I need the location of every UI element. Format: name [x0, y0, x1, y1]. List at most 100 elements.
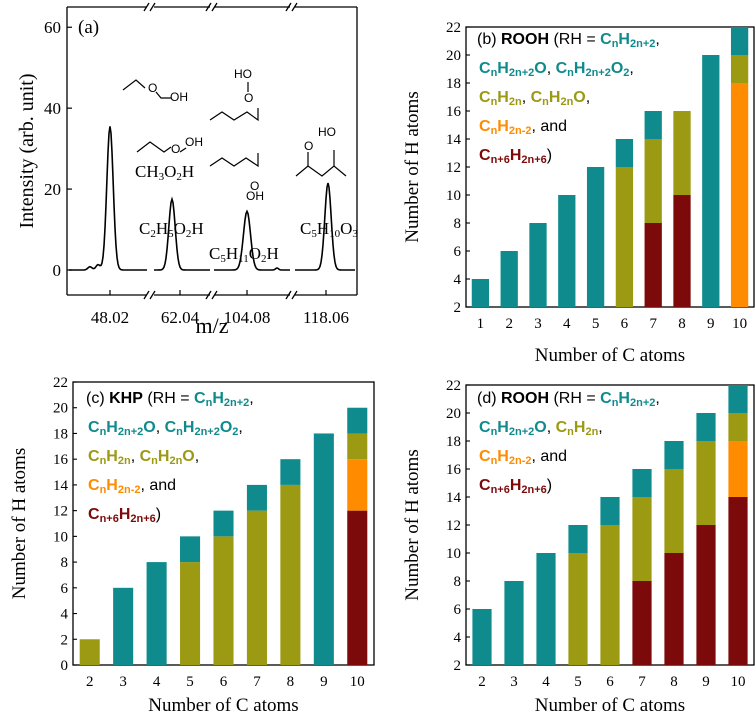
atom-label: O [148, 81, 157, 95]
bar-segment [644, 223, 662, 307]
text-run: 2n+6 [521, 154, 546, 166]
text-run: , [547, 419, 556, 436]
bar-segment [180, 536, 201, 563]
x-tick-label: 10 [732, 316, 747, 332]
text-run: H [574, 419, 586, 436]
text-run: H [618, 390, 630, 407]
atom-label: OH [246, 189, 264, 203]
text-run: 2n+2 [194, 426, 219, 438]
text-run: 11 [238, 253, 249, 265]
text-run: 5 [168, 228, 174, 240]
text-run: C [479, 60, 491, 77]
x-tick-label: 8 [670, 674, 678, 690]
text-run: (RH = [549, 31, 600, 48]
bar-segment [600, 497, 620, 525]
y-tick-label: 18 [446, 76, 461, 92]
text-run: 2n+2 [585, 67, 610, 79]
legend-line: Cn+6H2n+6) [479, 477, 552, 496]
y-tick-label: 22 [53, 375, 68, 391]
x-axis-label: m/z [196, 313, 229, 338]
text-run: 2n+2 [630, 397, 655, 409]
text-run: H [191, 219, 203, 238]
text-run: 2n+2 [118, 426, 143, 438]
bar-segment [280, 459, 301, 485]
y-tick-label: 18 [53, 426, 68, 442]
x-tick-label: 5 [574, 674, 582, 690]
bar-segment [696, 525, 716, 665]
text-run: 2 [186, 228, 192, 240]
bar-segment [632, 581, 652, 665]
text-run: (c) [86, 390, 109, 407]
text-run: O [340, 219, 352, 238]
text-run: n [100, 455, 107, 467]
bar-segment [632, 497, 652, 581]
bar-segment [79, 639, 100, 665]
text-run: n [542, 96, 549, 108]
text-run: 2n-2 [118, 484, 141, 496]
x-tick-label: 9 [320, 674, 328, 690]
atom-label: O [304, 139, 313, 153]
peak-formula-label: C2H5O2H [139, 219, 204, 240]
bar-segment [664, 441, 684, 469]
text-run: C [531, 89, 543, 106]
text-run: C [479, 89, 491, 106]
y-tick-label: 2 [61, 632, 69, 648]
x-tick-label: 4 [563, 316, 571, 332]
text-run: (RH = [143, 390, 194, 407]
text-run: , [655, 390, 659, 407]
bar-segment [730, 55, 749, 83]
legend-line: (d) ROOH (RH = CnH2n+2, [477, 390, 660, 409]
x-tick-label: 6 [220, 674, 228, 690]
x-axis-label: Number of C atoms [148, 695, 298, 716]
y-tick-label: 4 [454, 272, 462, 288]
text-run: H [317, 219, 329, 238]
legend-line: Cn+6H2n+6) [479, 147, 552, 166]
axis-break-mark [205, 290, 212, 300]
text-run: O [164, 162, 176, 181]
text-run: H [158, 448, 170, 465]
text-run: n [151, 455, 158, 467]
bar-segment [529, 223, 547, 307]
text-run: 2n+2 [509, 426, 534, 438]
text-run: 2n+2 [224, 397, 249, 409]
legend-line: (b) ROOH (RH = CnH2n+2, [477, 31, 660, 50]
atom-label: O [171, 142, 180, 156]
axis-break-mark [211, 2, 218, 12]
bar-segment [644, 111, 662, 139]
y-tick-label: 14 [53, 478, 69, 494]
x-tick-label: 48.02 [91, 308, 129, 327]
y-tick-label: 12 [53, 504, 68, 520]
text-run: H [106, 448, 118, 465]
text-run: O [143, 419, 155, 436]
text-run: ) [156, 506, 161, 523]
bar-segment [213, 536, 234, 665]
legend-line: CnH2n-2, and [479, 448, 567, 467]
text-run: 2n-2 [509, 455, 532, 467]
axis-break-mark [143, 290, 150, 300]
text-run: C [139, 219, 150, 238]
y-tick-label: 4 [61, 607, 69, 623]
text-run: C [194, 390, 206, 407]
bar-segment [644, 139, 662, 223]
bar-segment [664, 469, 684, 553]
text-run: C [165, 419, 177, 436]
y-tick-label: 20 [44, 180, 61, 199]
bar-segment [347, 510, 368, 665]
x-tick-label: 2 [86, 674, 94, 690]
y-tick-label: 10 [446, 546, 461, 562]
x-tick-label: 3 [534, 316, 542, 332]
spectrum-trace [154, 196, 210, 271]
bar-segment [113, 587, 134, 665]
x-tick-label: 118.06 [303, 308, 349, 327]
x-tick-label: 9 [707, 316, 715, 332]
atom-label: HO [234, 67, 252, 81]
x-tick-label: 8 [287, 674, 295, 690]
text-run: ) [547, 147, 552, 164]
text-run: n+6 [491, 484, 510, 496]
y-tick-label: 16 [446, 462, 462, 478]
text-run: 3 [352, 228, 358, 240]
text-run: ) [547, 477, 552, 494]
axis-break-mark [149, 290, 156, 300]
